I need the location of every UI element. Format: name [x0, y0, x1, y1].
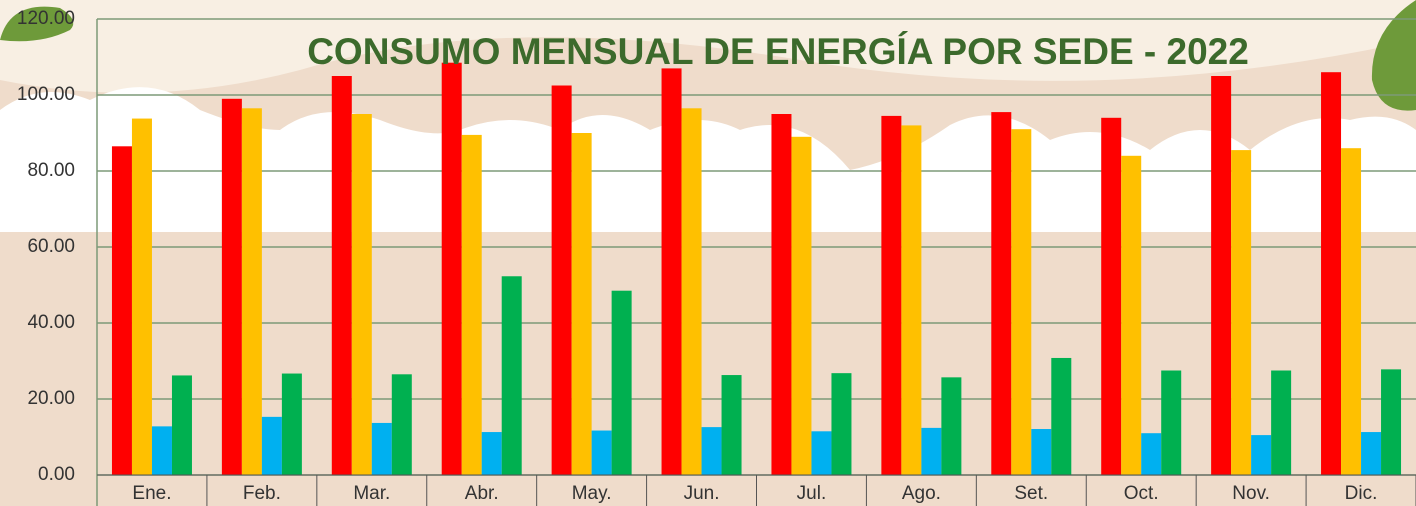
bar	[462, 135, 482, 475]
bar	[1231, 150, 1251, 475]
bar	[771, 114, 791, 475]
bar	[702, 427, 722, 475]
bar	[612, 291, 632, 475]
y-tick-label: 80.00	[27, 160, 75, 181]
bar	[941, 377, 961, 475]
chart-title: CONSUMO MENSUAL DE ENERGÍA POR SEDE - 20…	[307, 31, 1249, 72]
x-tick-label: Nov.	[1232, 483, 1270, 504]
bar	[262, 417, 282, 475]
x-tick-label: Abr.	[465, 483, 499, 504]
bar	[222, 99, 242, 475]
bar	[592, 431, 612, 475]
bar	[1121, 156, 1141, 475]
bar	[1341, 148, 1361, 475]
x-tick-label: Set.	[1014, 483, 1048, 504]
bar	[112, 146, 132, 475]
x-tick-label: Jul.	[797, 483, 827, 504]
bar	[352, 114, 372, 475]
bar	[1031, 429, 1051, 475]
bar	[282, 374, 302, 475]
x-tick-label: Dic.	[1345, 483, 1378, 504]
x-tick-label: Mar.	[353, 483, 390, 504]
y-tick-label: 0.00	[38, 464, 75, 485]
bar	[482, 432, 502, 475]
y-tick-label: 120.00	[17, 8, 75, 29]
bar	[1361, 432, 1381, 475]
bar	[152, 426, 172, 475]
bar	[1321, 72, 1341, 475]
bar	[722, 375, 742, 475]
bar	[1161, 371, 1181, 476]
y-tick-label: 20.00	[27, 388, 75, 409]
bar	[242, 108, 262, 475]
x-tick-label: Jun.	[684, 483, 720, 504]
bar	[811, 431, 831, 475]
bar	[662, 68, 682, 475]
x-tick-label: May.	[572, 483, 612, 504]
bar	[1051, 358, 1071, 475]
bar	[172, 375, 192, 475]
bar	[921, 428, 941, 475]
bar	[791, 137, 811, 475]
y-tick-label: 100.00	[17, 84, 75, 105]
bar	[1211, 76, 1231, 475]
bar	[442, 63, 462, 475]
bar	[831, 373, 851, 475]
bar	[572, 133, 592, 475]
x-tick-label: Ene.	[132, 483, 171, 504]
bar	[991, 112, 1011, 475]
x-tick-label: Ago.	[902, 483, 941, 504]
bar	[132, 119, 152, 475]
y-tick-label: 60.00	[27, 236, 75, 257]
bar	[1271, 371, 1291, 476]
bar	[372, 423, 392, 475]
bar	[1011, 129, 1031, 475]
bar	[392, 374, 412, 475]
chart: 0.00 20.00 40.00 60.00 80.00 100.00 120.00 Ene.…	[0, 0, 1416, 506]
bar	[1381, 369, 1401, 475]
bar	[682, 108, 702, 475]
x-tick-label: Oct.	[1124, 483, 1159, 504]
bar	[332, 76, 352, 475]
bar	[1141, 433, 1161, 475]
bar	[881, 116, 901, 475]
bar	[1251, 435, 1271, 475]
bar	[901, 125, 921, 475]
bar	[552, 86, 572, 476]
bar	[1101, 118, 1121, 475]
bar	[502, 276, 522, 475]
x-tick-label: Feb.	[243, 483, 281, 504]
y-tick-label: 40.00	[27, 312, 75, 333]
